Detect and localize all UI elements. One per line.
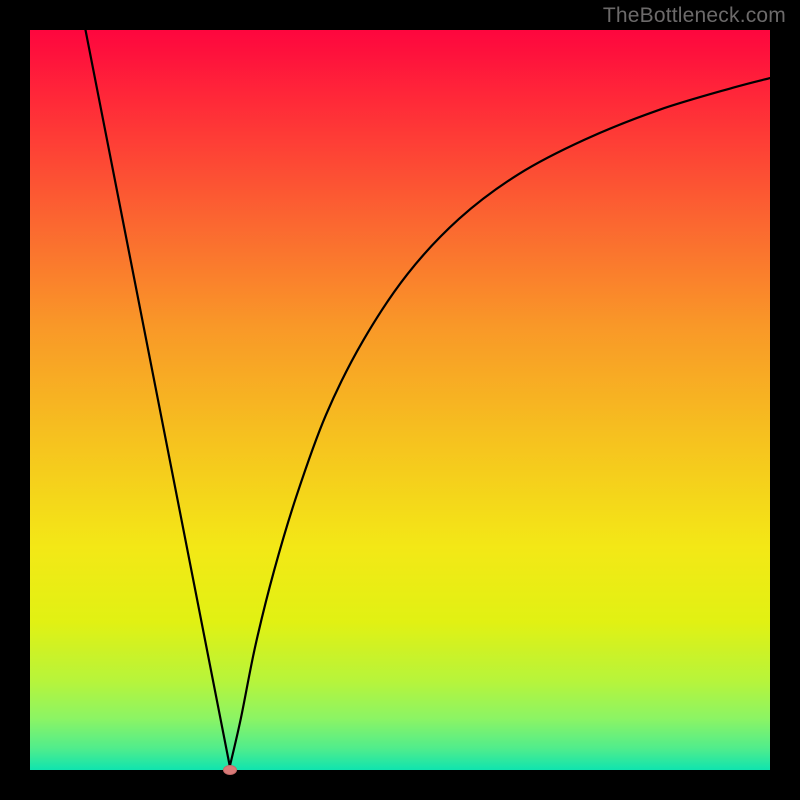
chart-frame: TheBottleneck.com	[0, 0, 800, 800]
watermark-text: TheBottleneck.com	[603, 4, 786, 28]
bottleneck-curve	[30, 30, 770, 770]
minimum-marker	[223, 765, 237, 775]
curve-path	[86, 30, 771, 766]
plot-area	[30, 30, 770, 770]
